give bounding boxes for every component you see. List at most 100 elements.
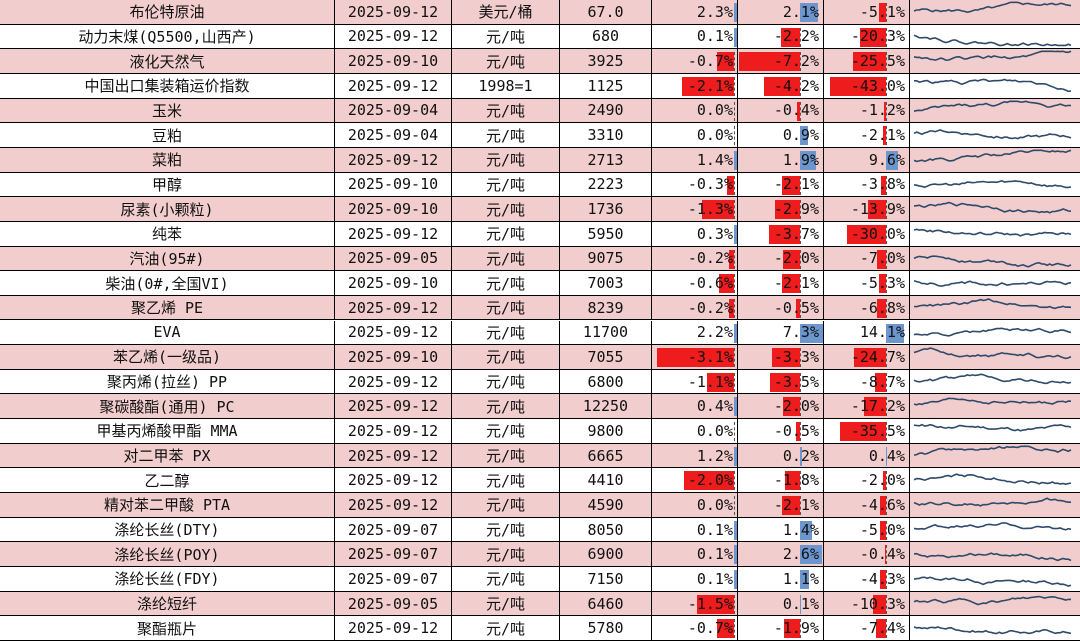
negative-change-bar xyxy=(795,298,800,318)
commodity-name: 纯苯 xyxy=(151,225,182,244)
change-percent-text: 1.4% xyxy=(782,520,819,539)
price-cell: 6665 xyxy=(560,443,652,468)
table-row-26[interactable]: 聚酯瓶片 2025-09-12 元/吨 5780 -0.7% -1.9% -7.… xyxy=(0,616,1080,641)
table-row-23[interactable]: 涤纶长丝(POY) 2025-09-07 元/吨 6900 0.1% 2.6% … xyxy=(0,542,1080,568)
change-cell-1: 2.3% xyxy=(652,0,738,24)
sparkline-cell xyxy=(910,296,1080,320)
table-row-6[interactable]: 豆粕 2025-09-04 元/吨 3310 0.0% 0.9% -2.1% xyxy=(0,123,1080,148)
date-cell: 2025-09-04 xyxy=(335,123,452,147)
date-cell: 2025-09-12 xyxy=(335,394,452,419)
zero-axis-line xyxy=(886,27,887,47)
commodity-name-cell: 液化天然气 xyxy=(0,49,335,73)
table-row-12[interactable]: 柴油(0#,全国VI) 2025-09-10 元/吨 7003 -0.6% -2… xyxy=(0,271,1080,296)
commodity-name: 聚乙烯 PE xyxy=(130,299,204,318)
commodity-name: 布伦特原油 xyxy=(129,3,205,22)
change-cell-2: -2.9% xyxy=(738,197,824,221)
positive-change-bar xyxy=(800,126,808,146)
unit-text: 元/吨 xyxy=(485,200,526,219)
change-cell-3: -5.1% xyxy=(824,0,910,24)
table-row-25[interactable]: 涤纶短纤 2025-09-05 元/吨 6460 -1.5% 0.1% -10.… xyxy=(0,591,1080,617)
change-cell-1: -2.0% xyxy=(652,468,738,493)
table-row-20[interactable]: 乙二醇 2025-09-12 元/吨 4410 -2.0% -1.8% -2.0… xyxy=(0,468,1080,494)
table-row-21[interactable]: 精对苯二甲酸 PTA 2025-09-12 元/吨 4590 0.0% -2.1… xyxy=(0,493,1080,518)
change-bar-area: 1.4% xyxy=(738,518,823,542)
table-row-5[interactable]: 玉米 2025-09-04 元/吨 2490 0.0% -0.4% -1.2% xyxy=(0,98,1080,124)
change-cell-3: -17.2% xyxy=(824,394,910,419)
change-cell-3: 14.1% xyxy=(824,320,910,345)
change-percent-text: -35.5% xyxy=(850,421,905,440)
negative-change-bar xyxy=(783,397,800,417)
table-row-19[interactable]: 对二甲苯 PX 2025-09-12 元/吨 6665 1.2% 0.2% 0.… xyxy=(0,443,1080,469)
zero-axis-line xyxy=(800,76,801,96)
commodity-name-cell: 对二甲苯 PX xyxy=(0,443,335,468)
change-bar-area: -1.3% xyxy=(652,197,737,221)
change-bar-area: 9.6% xyxy=(824,148,909,172)
change-bar-area: -43.0% xyxy=(824,74,909,98)
change-cell-3: -20.3% xyxy=(824,24,910,49)
trend-sparkline xyxy=(913,129,1072,140)
change-bar-area: 0.4% xyxy=(652,394,737,418)
negative-change-bar xyxy=(729,249,734,269)
price-text: 2713 xyxy=(587,150,624,169)
change-bar-area: 0.0% xyxy=(652,99,737,123)
change-bar-area: -30.0% xyxy=(824,222,909,246)
table-row-13[interactable]: 聚乙烯 PE 2025-09-12 元/吨 8239 -0.2% -0.5% -… xyxy=(0,295,1080,321)
change-cell-2: 2.1% xyxy=(738,0,824,24)
change-cell-3: -6.8% xyxy=(824,295,910,320)
date-text: 2025-09-12 xyxy=(347,372,439,391)
date-text: 2025-09-12 xyxy=(347,76,439,95)
unit-cell: 元/吨 xyxy=(452,591,560,616)
change-bar-area: -2.2% xyxy=(738,25,823,49)
table-row-24[interactable]: 涤纶长丝(FDY) 2025-09-07 元/吨 7150 0.1% 1.1% … xyxy=(0,567,1080,592)
price-text: 11700 xyxy=(582,323,629,342)
negative-change-bar xyxy=(884,101,886,121)
unit-cell: 元/吨 xyxy=(452,419,560,443)
change-cell-2: 0.9% xyxy=(738,123,824,147)
unit-text: 元/吨 xyxy=(485,521,526,540)
table-row-10[interactable]: 纯苯 2025-09-12 元/吨 5950 0.3% -3.7% -30.0% xyxy=(0,221,1080,247)
table-row-11[interactable]: 汽油(95#) 2025-09-05 元/吨 9075 -0.2% -2.0% … xyxy=(0,246,1080,272)
table-row-17[interactable]: 聚碳酸酯(通用) PC 2025-09-12 元/吨 12250 0.4% -2… xyxy=(0,394,1080,420)
unit-text: 元/吨 xyxy=(485,249,526,268)
date-cell: 2025-09-10 xyxy=(335,172,452,197)
table-row-1[interactable]: 布伦特原油 2025-09-12 美元/桶 67.0 2.3% 2.1% -5.… xyxy=(0,0,1080,25)
change-bar-area: 14.1% xyxy=(824,321,909,345)
sparkline-cell xyxy=(910,345,1080,369)
positive-change-bar xyxy=(800,3,818,22)
negative-change-bar xyxy=(852,52,886,72)
price-text: 9800 xyxy=(587,421,624,440)
zero-axis-line xyxy=(886,3,887,22)
positive-change-bar xyxy=(800,323,823,343)
change-percent-text: -0.2% xyxy=(687,298,733,317)
trend-sparkline xyxy=(913,445,1072,456)
date-text: 2025-09-12 xyxy=(347,397,439,416)
date-text: 2025-09-12 xyxy=(347,471,439,490)
table-row-8[interactable]: 甲醇 2025-09-10 元/吨 2223 -0.3% -2.1% -3.8% xyxy=(0,172,1080,198)
zero-axis-line xyxy=(886,372,887,392)
table-row-2[interactable]: 动力末煤(Q5500,山西产) 2025-09-12 元/吨 680 0.1% … xyxy=(0,24,1080,50)
sparkline-cell xyxy=(910,616,1080,640)
sparkline-path xyxy=(913,50,1072,62)
table-row-18[interactable]: 甲基丙烯酸甲酯 MMA 2025-09-12 元/吨 9800 0.0% -0.… xyxy=(0,419,1080,444)
table-row-4[interactable]: 中国出口集装箱运价指数 2025-09-12 1998=1 1125 -2.1%… xyxy=(0,73,1080,99)
commodity-name-cell: 中国出口集装箱运价指数 xyxy=(0,73,335,98)
date-cell: 2025-09-12 xyxy=(335,443,452,468)
table-row-22[interactable]: 涤纶长丝(DTY) 2025-09-07 元/吨 8050 0.1% 1.4% … xyxy=(0,517,1080,543)
negative-change-bar xyxy=(782,496,800,516)
commodity-name-cell: 汽油(95#) xyxy=(0,246,335,271)
price-cell: 2223 xyxy=(560,172,652,197)
date-text: 2025-09-12 xyxy=(347,446,439,465)
price-cell: 7150 xyxy=(560,567,652,591)
table-row-16[interactable]: 聚丙烯(拉丝) PP 2025-09-12 元/吨 6800 -1.1% -3.… xyxy=(0,369,1080,395)
table-row-3[interactable]: 液化天然气 2025-09-10 元/吨 3925 -0.7% -7.2% -2… xyxy=(0,49,1080,74)
table-row-14[interactable]: EVA 2025-09-12 元/吨 11700 2.2% 7.3% 14.1% xyxy=(0,320,1080,346)
change-bar-area: -1.9% xyxy=(738,616,823,640)
change-cell-2: -1.8% xyxy=(738,468,824,493)
negative-change-bar xyxy=(880,570,886,590)
unit-cell: 元/吨 xyxy=(452,172,560,197)
table-row-15[interactable]: 苯乙烯(一级品) 2025-09-10 元/吨 7055 -3.1% -3.3%… xyxy=(0,345,1080,370)
table-row-7[interactable]: 菜粕 2025-09-12 元/吨 2713 1.4% 1.9% 9.6% xyxy=(0,147,1080,173)
sparkline-cell xyxy=(910,321,1080,345)
table-row-9[interactable]: 尿素(小颗粒) 2025-09-10 元/吨 1736 -1.3% -2.9% … xyxy=(0,197,1080,222)
unit-text: 元/吨 xyxy=(485,323,526,342)
